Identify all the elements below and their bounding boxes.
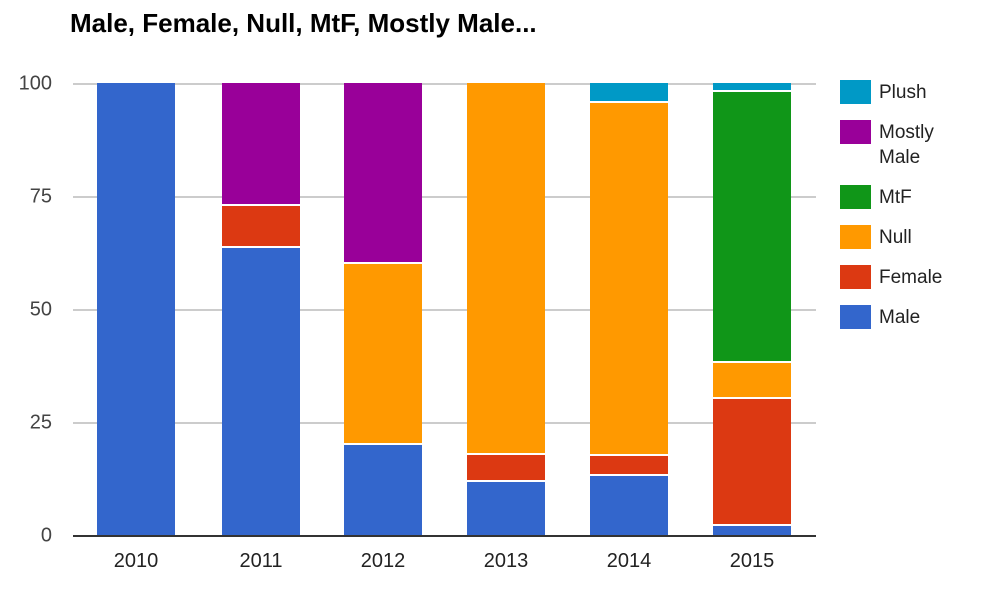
gridline-50	[73, 309, 816, 311]
bar-segment-2012-null[interactable]	[344, 263, 422, 445]
legend-label: MtF	[879, 187, 912, 208]
gridline-25	[73, 422, 816, 424]
bar-segment-2014-male[interactable]	[590, 476, 668, 535]
legend-item-male[interactable]: Male	[840, 305, 990, 330]
bar-segment-2010-male[interactable]	[97, 83, 175, 535]
bar-2010	[97, 83, 175, 535]
bar-segment-2015-male[interactable]	[713, 525, 791, 535]
legend: Plush Mostly Male MtF Null Female Male	[840, 80, 990, 330]
y-axis-label-100: 100	[18, 72, 52, 95]
bar-segment-2014-plush[interactable]	[590, 83, 668, 104]
legend-label: Plush	[879, 82, 927, 103]
legend-swatch-icon	[840, 305, 871, 329]
bar-segment-2013-null[interactable]	[467, 83, 545, 456]
bar-segment-2012-male[interactable]	[344, 444, 422, 535]
bar-segment-2012-mostly-male[interactable]	[344, 83, 422, 264]
bar-segment-2011-male[interactable]	[222, 247, 300, 535]
bar-segment-2014-female[interactable]	[590, 455, 668, 477]
legend-item-female[interactable]: Female	[840, 265, 990, 290]
y-axis-label-25: 25	[29, 411, 52, 434]
legend-label: Null	[879, 227, 912, 248]
y-axis-label-50: 50	[29, 298, 52, 321]
bar-segment-2014-null[interactable]	[590, 103, 668, 456]
bar-2013	[467, 83, 545, 535]
bar-2014	[590, 83, 668, 535]
gridline-75	[73, 196, 816, 198]
legend-swatch-icon	[840, 120, 871, 144]
bar-2011	[222, 83, 300, 535]
bar-segment-2015-plush[interactable]	[713, 83, 791, 93]
x-axis-label-2012: 2012	[360, 550, 406, 572]
bar-segment-2013-female[interactable]	[467, 455, 545, 482]
legend-label: Male	[879, 307, 921, 328]
bar-2015	[713, 83, 791, 535]
x-axis-label-2015: 2015	[729, 550, 775, 572]
x-axis-line	[73, 535, 816, 537]
x-axis-label-2010: 2010	[113, 550, 159, 572]
legend-swatch-icon	[840, 225, 871, 249]
legend-item-mostly-male[interactable]: Mostly Male	[840, 120, 990, 170]
chart-title: Male, Female, Null, MtF, Mostly Male...	[70, 8, 537, 38]
y-axis-label-75: 75	[29, 185, 52, 208]
legend-item-plush[interactable]: Plush	[840, 80, 990, 105]
bar-segment-2011-mostly-male[interactable]	[222, 83, 300, 207]
legend-label: Female	[879, 267, 943, 288]
bar-segment-2015-mtf[interactable]	[713, 92, 791, 364]
legend-label: Mostly Male	[879, 122, 934, 168]
bar-segment-2011-female[interactable]	[222, 206, 300, 248]
x-axis-label-2014: 2014	[606, 550, 652, 572]
x-axis-label-2011: 2011	[239, 550, 283, 572]
gridline-100	[73, 83, 816, 85]
x-axis-label-2013: 2013	[483, 550, 529, 572]
y-axis-label-0: 0	[40, 524, 52, 547]
legend-swatch-icon	[840, 80, 871, 104]
bar-segment-2015-null[interactable]	[713, 363, 791, 400]
legend-swatch-icon	[840, 265, 871, 289]
bar-2012	[344, 83, 422, 535]
bar-segment-2015-female[interactable]	[713, 399, 791, 526]
bar-segment-2013-male[interactable]	[467, 481, 545, 535]
legend-item-null[interactable]: Null	[840, 225, 990, 250]
legend-swatch-icon	[840, 185, 871, 209]
legend-item-mtf[interactable]: MtF	[840, 185, 990, 210]
